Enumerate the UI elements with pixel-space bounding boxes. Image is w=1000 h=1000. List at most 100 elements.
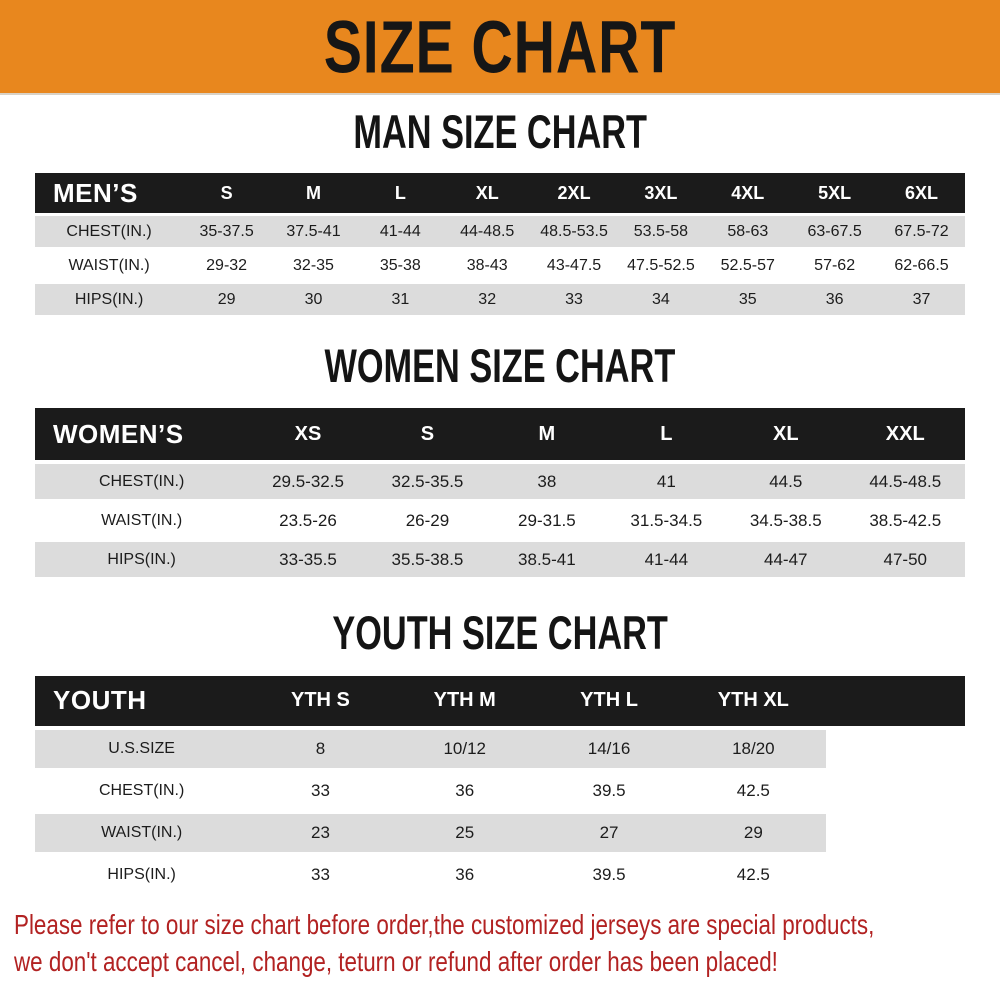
- disclaimer-line-1: Please refer to our size chart before or…: [14, 908, 875, 940]
- size-value-cell: 34: [652, 290, 670, 308]
- size-value-cell: 32-35: [293, 256, 334, 274]
- banner: SIZE CHART: [0, 0, 1000, 95]
- size-value-cell: 44-48.5: [460, 222, 515, 240]
- size-value-cell: 36: [455, 780, 475, 800]
- size-value-cell: 63-67.5: [807, 222, 862, 240]
- size-value-cell: 43-47.5: [546, 256, 602, 274]
- size-column-header: XS: [294, 422, 322, 445]
- size-value-cell: 29: [743, 822, 763, 842]
- size-value-cell: 27: [599, 822, 619, 842]
- size-value-cell: 57-62: [814, 256, 856, 274]
- table-header-row: YOUTH YTH S YTH M YTH L YTH XL: [35, 675, 966, 726]
- size-value-cell: 29-31.5: [518, 510, 576, 530]
- man-section-heading: MAN SIZE CHART: [0, 95, 1000, 157]
- size-value-cell: 58-63: [727, 222, 769, 240]
- size-value-cell: 42.5: [736, 780, 770, 800]
- size-value-cell: 36: [455, 864, 475, 884]
- size-value-cell: 35-38: [379, 256, 421, 274]
- size-value-cell: 23.5-26: [279, 510, 337, 530]
- measurement-row: WAIST(IN.) 29-32 32-35 35-38 38-43 43-47.5 47.…: [35, 250, 965, 282]
- size-value-cell: 36: [825, 290, 844, 308]
- size-value-cell: 38-43: [466, 256, 508, 274]
- youth-size-table: YOUTH YTH S YTH M YTH L YTH XL U.S.SIZE 8 10/12…: [35, 672, 965, 898]
- table-title-cell: MEN’S: [53, 177, 138, 208]
- size-value-cell: 42.5: [736, 864, 770, 884]
- measurement-row-label: CHEST(IN.): [98, 472, 185, 490]
- measurement-row: CHEST(IN.) 33 36 39.5 42.5: [35, 771, 965, 810]
- women-size-table: WOMEN’S XS S M L XL XXL CHEST(IN.) 29.5-32.5 32.5…: [35, 404, 965, 581]
- measurement-row-label: HIPS(IN.): [74, 290, 144, 308]
- size-value-cell: 26-29: [405, 510, 450, 530]
- measurement-row: HIPS(IN.) 29 30 31 32 33 34 35 36 37: [35, 284, 965, 316]
- size-value-cell: 47.5-52.5: [627, 256, 695, 274]
- women-size-section: WOMEN SIZE CHART WOMEN’S XS S M L XL XXL CHEST(…: [0, 318, 1000, 581]
- table-title-cell: YOUTH: [53, 685, 147, 716]
- size-value-cell: 29: [217, 290, 236, 308]
- size-value-cell: 41: [656, 471, 676, 491]
- size-value-cell: 31.5-34.5: [630, 510, 703, 530]
- size-value-cell: 34.5-38.5: [749, 510, 822, 530]
- measurement-row: CHEST(IN.) 29.5-32.5 32.5-35.5 38 41 44.5 44.5…: [35, 464, 965, 500]
- size-column-header: M: [305, 182, 321, 203]
- size-value-cell: 53.5-58: [633, 222, 689, 240]
- size-value-cell: 35: [738, 290, 757, 308]
- size-value-cell: 33: [310, 780, 330, 800]
- size-column-header: YTH S: [290, 689, 350, 712]
- size-column-header: YTH M: [433, 689, 496, 712]
- size-value-cell: 37: [912, 290, 931, 308]
- size-value-cell: 38.5-42.5: [869, 510, 942, 530]
- disclaimer: Please refer to our size chart before or…: [0, 908, 1000, 978]
- size-column-header: 5XL: [818, 182, 852, 203]
- measurement-row-label: WAIST(IN.): [68, 256, 150, 274]
- size-value-cell: 31: [391, 290, 410, 308]
- table-header-row: MEN’S S M L XL 2XL 3XL 4XL 5XL 6XL: [35, 173, 965, 214]
- measurement-row: WAIST(IN.) 23.5-26 26-29 29-31.5 31.5-34.5 34…: [35, 503, 965, 539]
- size-column-header: 4XL: [731, 182, 765, 203]
- measurement-row-label: HIPS(IN.): [107, 550, 176, 568]
- youth-section-heading-text: YOUTH SIZE CHART: [332, 607, 668, 661]
- size-value-cell: 41-44: [644, 549, 689, 569]
- size-value-cell: 39.5: [592, 780, 626, 800]
- size-value-cell: 29.5-32.5: [272, 471, 344, 491]
- measurement-row-label: WAIST(IN.): [101, 823, 183, 841]
- size-value-cell: 33: [565, 290, 583, 308]
- empty-filler-cell: [826, 676, 966, 726]
- size-value-cell: 33: [310, 864, 330, 884]
- size-column-header: L: [660, 422, 673, 445]
- size-value-cell: 35-37.5: [199, 222, 254, 240]
- size-value-cell: 39.5: [592, 864, 626, 884]
- size-value-cell: 8: [315, 738, 326, 758]
- size-column-header: 6XL: [905, 182, 939, 203]
- size-value-cell: 44-47: [764, 549, 808, 569]
- banner-title: SIZE CHART: [323, 5, 677, 88]
- size-column-header: M: [538, 422, 556, 445]
- size-column-header: XL: [475, 182, 499, 203]
- measurement-row-label: HIPS(IN.): [107, 865, 176, 883]
- size-value-cell: 25: [455, 822, 475, 842]
- size-value-cell: 35.5-38.5: [391, 549, 464, 569]
- size-value-cell: 41-44: [379, 222, 421, 240]
- measurement-row: HIPS(IN.) 33-35.5 35.5-38.5 38.5-41 41-44 44-…: [35, 542, 965, 578]
- size-column-header: 2XL: [557, 182, 591, 203]
- youth-section-heading: YOUTH SIZE CHART: [0, 581, 1000, 661]
- size-value-cell: 52.5-57: [720, 256, 775, 274]
- size-column-header: S: [220, 182, 233, 203]
- size-value-cell: 38: [537, 471, 557, 491]
- size-column-header: YTH L: [580, 689, 638, 712]
- women-section-heading-text: WOMEN SIZE CHART: [324, 340, 676, 394]
- table-title-cell: WOMEN’S: [53, 418, 184, 449]
- man-size-table: MEN’S S M L XL 2XL 3XL 4XL 5XL 6XL CHEST(IN.) 35-37…: [35, 170, 965, 318]
- size-value-cell: 44.5-48.5: [869, 471, 942, 491]
- man-size-section: MAN SIZE CHART MEN’S S M L XL 2XL 3XL 4XL 5XL 6XL…: [0, 95, 1000, 318]
- size-value-cell: 14/16: [587, 738, 631, 758]
- size-value-cell: 48.5-53.5: [540, 222, 608, 240]
- size-value-cell: 33-35.5: [279, 549, 337, 569]
- measurement-row: WAIST(IN.) 23 25 27 29: [35, 813, 965, 852]
- measurement-row: CHEST(IN.) 35-37.5 37.5-41 41-44 44-48.5 48.5…: [35, 216, 965, 248]
- measurement-row-label: U.S.SIZE: [108, 739, 175, 757]
- size-column-header: 3XL: [644, 182, 678, 203]
- size-value-cell: 38.5-41: [518, 549, 576, 569]
- table-header-row: WOMEN’S XS S M L XL XXL: [35, 408, 965, 461]
- size-column-header: XL: [772, 422, 799, 445]
- size-value-cell: 32.5-35.5: [391, 471, 464, 491]
